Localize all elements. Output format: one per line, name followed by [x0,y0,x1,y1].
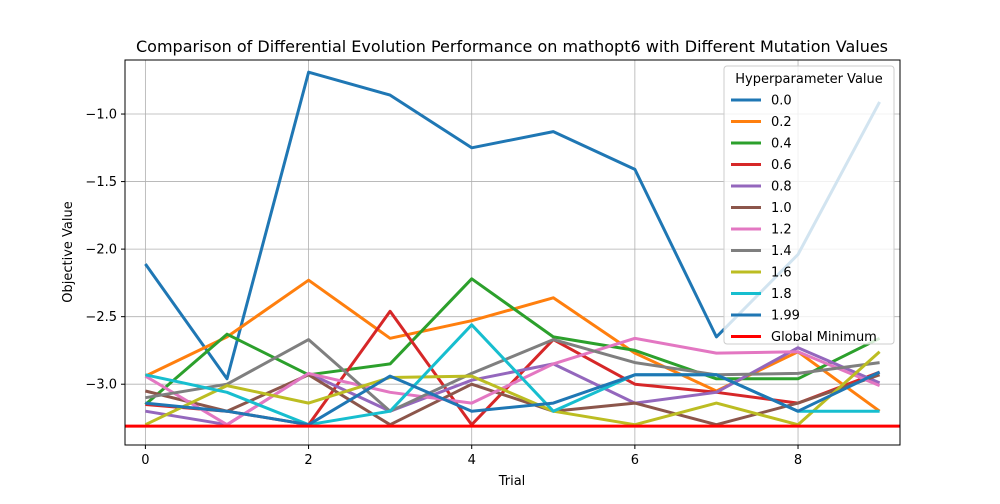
legend-label: Global Minimum [771,330,877,345]
x-tick-label: 8 [794,453,802,468]
legend-label: 0.8 [771,180,792,195]
legend-item: 1.2 [731,223,792,238]
legend-label: 0.2 [771,115,792,130]
axes: 0 2 4 6 8 −3.0 −2.5 −2.0 −1.5 −1.0 [85,108,802,468]
legend-label: 1.6 [771,266,792,281]
legend-label: 0.6 [771,158,792,173]
x-tick-label: 0 [141,453,149,468]
legend-item: 0.4 [731,137,792,152]
y-tick-label: −2.5 [85,310,117,325]
legend-item: 0.6 [731,158,792,173]
series-line-1.6 [144,350,881,427]
series-line-0.4 [144,277,881,406]
legend: Hyperparameter Value 0.0 0.2 0.4 0.6 0.8 1.0 1… [723,65,895,345]
legend-items: 0.0 0.2 0.4 0.6 0.8 1.0 1.2 1.4 1.6 1.8 1.99 Global… [731,94,877,345]
x-tick-label: 6 [631,453,639,468]
legend-label: 1.0 [771,201,792,216]
legend-label: 0.0 [771,94,792,109]
legend-item: 0.0 [731,94,792,109]
legend-label: 1.4 [771,244,792,259]
series-line-1.2 [144,336,881,427]
legend-box [723,65,895,345]
legend-item: 0.8 [731,180,792,195]
legend-label: 0.4 [771,137,792,152]
x-tick-label: 4 [468,453,476,468]
legend-item: 1.0 [731,201,792,216]
legend-item: 1.8 [731,287,792,302]
legend-label: 1.99 [771,309,800,324]
legend-item: 1.99 [731,309,800,324]
y-tick-label: −1.0 [85,108,117,123]
legend-title: Hyperparameter Value [735,72,883,87]
legend-label: 1.8 [771,287,792,302]
series-line-1.99 [145,370,881,427]
series-line-0.8 [145,346,881,427]
y-tick-label: −3.0 [85,378,117,393]
legend-item: Global Minimum [731,330,877,345]
x-axis-label: Trial [498,474,526,489]
y-tick-label: −2.0 [85,243,117,258]
x-tick-label: 2 [304,453,312,468]
legend-item: 1.6 [731,266,792,281]
legend-label: 1.2 [771,223,792,238]
plot-area-frame [124,59,901,446]
y-tick-label: −1.5 [85,175,117,190]
chart-title: Comparison of Differential Evolution Per… [136,37,888,56]
legend-item: 0.2 [731,115,792,130]
y-axis-label: Objective Value [61,201,76,302]
legend-item: 1.4 [731,244,792,259]
series-lines [125,70,900,428]
series-line-1.4 [145,338,880,413]
